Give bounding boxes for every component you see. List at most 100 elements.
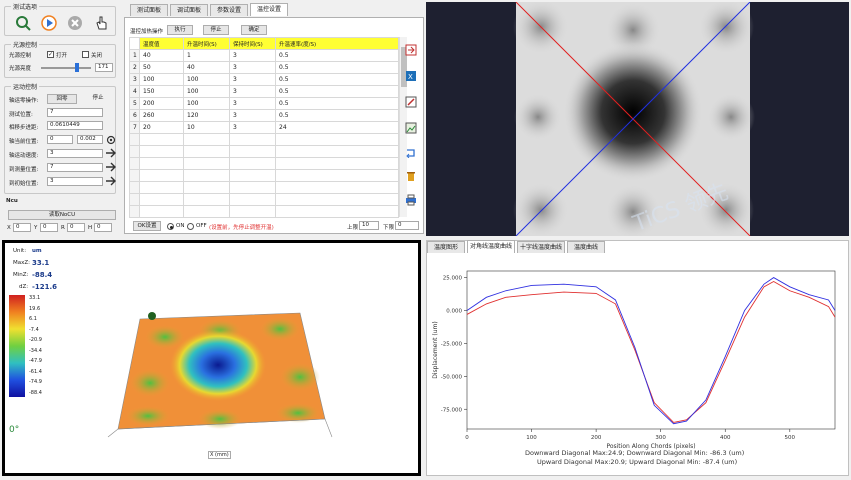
table-cell[interactable]	[139, 145, 184, 158]
table-cell[interactable]: 0.5	[275, 109, 399, 122]
table-cell[interactable]: 2	[129, 61, 140, 74]
table-cell[interactable]: 100	[139, 73, 184, 86]
tab-parameters[interactable]: 参数设置	[210, 4, 248, 16]
diagonal-line-chart[interactable]: 0 100 200 300 400 500 25.000 0.000 -25.000 -50.00…	[427, 259, 850, 477]
table-cell[interactable]: 100	[183, 73, 230, 86]
table-cell[interactable]: 3	[229, 73, 276, 86]
table-row[interactable]: 5 200 100 3 0.5	[129, 97, 399, 110]
table-row[interactable]: 1 40 1 3 0.5	[129, 49, 399, 62]
table-cell[interactable]: 3	[229, 109, 276, 122]
table-cell[interactable]	[139, 193, 184, 206]
table-row[interactable]: 2 50 40 3 0.5	[129, 61, 399, 74]
tab-diagonal-curve[interactable]: 对角线温度曲线	[467, 240, 515, 253]
table-cell[interactable]	[275, 193, 399, 206]
excel-icon[interactable]: X	[405, 70, 417, 82]
table-cell[interactable]: 100	[183, 97, 230, 110]
brightness-value[interactable]: 171	[95, 63, 113, 72]
ncu-x-input[interactable]: 0	[13, 223, 31, 232]
table-row[interactable]	[129, 145, 399, 158]
table-cell[interactable]	[129, 169, 140, 182]
tab-temp-curve[interactable]: 温度曲线	[567, 241, 605, 253]
light-on-checkbox[interactable]: ✓	[47, 51, 54, 58]
upper-limit-input[interactable]: 10	[359, 221, 379, 230]
table-cell[interactable]: 150	[139, 85, 184, 98]
table-cell[interactable]: 3	[229, 85, 276, 98]
table-cell[interactable]: 3	[229, 61, 276, 74]
table-cell[interactable]: 0.5	[275, 85, 399, 98]
current-position-input-2[interactable]: 0.002	[77, 135, 103, 144]
table-row[interactable]	[129, 181, 399, 194]
table-cell[interactable]: 1	[183, 49, 230, 62]
table-scrollbar[interactable]	[399, 37, 407, 217]
table-row[interactable]: 7 20 10 3 24	[129, 121, 399, 134]
printer-icon[interactable]	[405, 194, 417, 206]
table-cell[interactable]: 1	[129, 49, 140, 62]
table-cell[interactable]: 7	[129, 121, 140, 134]
light-off-checkbox[interactable]	[82, 51, 89, 58]
arrow-right-icon[interactable]	[105, 176, 117, 186]
home-button[interactable]: 回零	[47, 94, 77, 104]
table-row[interactable]	[129, 193, 399, 206]
table-row[interactable]	[129, 169, 399, 182]
surface-plot[interactable]	[100, 301, 340, 461]
table-row[interactable]	[129, 157, 399, 170]
return-icon[interactable]	[405, 146, 417, 158]
table-cell[interactable]: 3	[229, 49, 276, 62]
image-icon[interactable]	[405, 122, 417, 134]
table-row[interactable]	[129, 205, 399, 218]
table-cell[interactable]	[229, 181, 276, 194]
table-cell[interactable]: 6	[129, 109, 140, 122]
table-cell[interactable]: 3	[229, 97, 276, 110]
table-cell[interactable]: 24	[275, 121, 399, 134]
edit-icon[interactable]	[405, 96, 417, 108]
ncu-r-input[interactable]: 0	[67, 223, 85, 232]
table-cell[interactable]	[275, 169, 399, 182]
tab-debug-panel[interactable]: 调试面板	[170, 4, 208, 16]
phase-step-input[interactable]: 0.0610449	[47, 121, 103, 130]
table-cell[interactable]	[129, 145, 140, 158]
table-row[interactable]: 6 260 120 3 0.5	[129, 109, 399, 122]
ncu-h-input[interactable]: 0	[94, 223, 112, 232]
stop-home-button[interactable]: 停止	[92, 95, 104, 101]
table-cell[interactable]: 0.5	[275, 73, 399, 86]
table-cell[interactable]: 40	[183, 61, 230, 74]
table-cell[interactable]	[275, 205, 399, 218]
table-cell[interactable]	[183, 169, 230, 182]
execute-button[interactable]: 执行	[167, 25, 193, 35]
ok-settings-button[interactable]: OK设置	[133, 221, 161, 231]
table-cell[interactable]	[229, 133, 276, 146]
table-cell[interactable]	[183, 205, 230, 218]
table-cell[interactable]	[229, 193, 276, 206]
table-cell[interactable]	[183, 145, 230, 158]
to-measure-input[interactable]: 7	[47, 163, 103, 172]
table-cell[interactable]	[139, 133, 184, 146]
import-icon[interactable]	[405, 44, 417, 56]
table-cell[interactable]	[139, 181, 184, 194]
table-cell[interactable]	[275, 157, 399, 170]
table-cell[interactable]: 40	[139, 49, 184, 62]
to-initial-input[interactable]: 3	[47, 177, 103, 186]
table-cell[interactable]	[139, 169, 184, 182]
table-cell[interactable]	[275, 133, 399, 146]
brightness-slider-handle[interactable]	[75, 63, 79, 72]
table-row[interactable]: 3 100 100 3 0.5	[129, 73, 399, 86]
table-cell[interactable]	[129, 205, 140, 218]
zoom-search-icon[interactable]	[15, 15, 31, 31]
tab-cross-curve[interactable]: 十字线温度曲线	[517, 241, 565, 253]
table-cell[interactable]	[129, 181, 140, 194]
arrow-right-icon[interactable]	[105, 148, 117, 158]
temp-table[interactable]: 温度值 升温时间(S) 保持时间(S) 升温速率(度/S) 1 40 1 3 0.5 2 5…	[129, 37, 399, 218]
stop-button[interactable]: 停止	[203, 25, 229, 35]
table-cell[interactable]: 0.5	[275, 49, 399, 62]
table-cell[interactable]: 100	[183, 85, 230, 98]
on-radio[interactable]	[167, 223, 174, 230]
table-cell[interactable]	[139, 157, 184, 170]
test-position-input[interactable]: 7	[47, 108, 103, 117]
play-icon[interactable]	[41, 15, 57, 31]
confirm-button[interactable]: 确定	[241, 25, 267, 35]
tab-temp-settings[interactable]: 温控设置	[250, 3, 288, 16]
table-cell[interactable]	[183, 133, 230, 146]
table-cell[interactable]	[183, 181, 230, 194]
table-cell[interactable]: 0.5	[275, 97, 399, 110]
target-icon[interactable]	[106, 135, 116, 145]
